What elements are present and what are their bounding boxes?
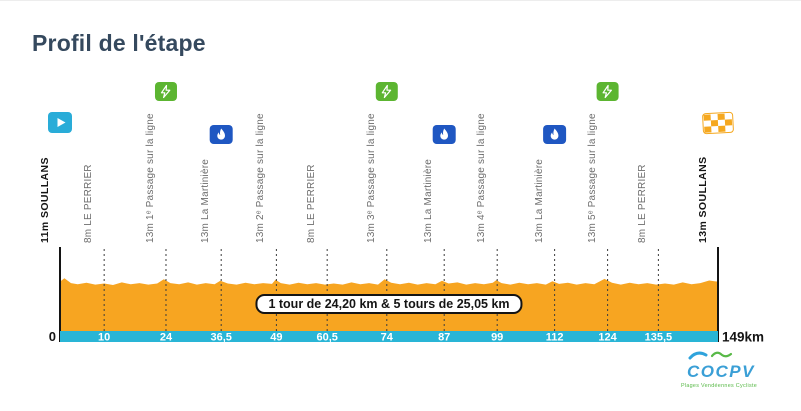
waypoint-label: 13m La Martinière: [533, 159, 545, 243]
waypoint-label: 13m 1ᵉ Passage sur la ligne: [144, 113, 156, 243]
start-flag-icon: [48, 112, 72, 133]
bonus-flame-icon: [543, 125, 567, 144]
lap-note-badge: 1 tour de 24,20 km & 5 tours de 25,05 km: [255, 294, 523, 314]
waypoint-label: 13m SOULLANS: [697, 156, 709, 243]
logo-wave-icon: [688, 351, 708, 360]
km-start-label: 0: [49, 329, 56, 344]
km-tick-label: 10: [98, 332, 110, 344]
km-tick-label: 135,5: [645, 332, 673, 344]
finish-checkered-flag-icon: [702, 111, 734, 135]
waypoint-label: 13m 5ᵉ Passage sur la ligne: [586, 113, 598, 243]
km-tick-label: 87: [438, 332, 450, 344]
km-tick-label: 36,5: [210, 332, 231, 344]
logo-cyclist-icon: [710, 351, 733, 358]
waypoint-label: 8m LE PERRIER: [637, 164, 649, 243]
waypoint-label: 13m 4ᵉ Passage sur la ligne: [476, 113, 488, 243]
km-tick-label: 24: [160, 332, 173, 344]
page-title: Profil de l'étape: [32, 30, 206, 57]
km-tick-label: 49: [270, 332, 282, 344]
waypoint-label: 8m LE PERRIER: [306, 164, 318, 243]
waypoint-label: 8m LE PERRIER: [83, 164, 95, 243]
km-tick-label: 60,5: [316, 332, 337, 344]
total-distance-label: 149km: [722, 330, 764, 345]
km-tick-label: 112: [546, 332, 564, 344]
bonus-flame-icon: [209, 125, 233, 144]
waypoint-label: 11m SOULLANS: [39, 157, 51, 243]
logo-subtitle: Plages Vendéennes Cycliste: [681, 383, 757, 389]
waypoint-label: 13m La Martinière: [423, 159, 435, 243]
sprint-bolt-icon: [154, 82, 177, 101]
cocpv-logo: COCPV Plages Vendéennes Cycliste: [681, 351, 757, 389]
waypoint-label: 13m La Martinière: [200, 159, 212, 243]
logo-text: COCPV: [687, 362, 755, 381]
waypoint-label: 13m 2ᵉ Passage sur la ligne: [255, 113, 267, 243]
bonus-flame-icon: [432, 125, 456, 144]
sprint-bolt-icon: [375, 82, 398, 101]
km-tick-label: 99: [491, 332, 503, 344]
distance-axis-bar: [60, 331, 718, 342]
sprint-bolt-icon: [596, 82, 619, 101]
waypoint-label: 13m 3ᵉ Passage sur la ligne: [365, 113, 377, 243]
km-tick-label: 124: [598, 332, 617, 344]
km-tick-label: 74: [381, 332, 394, 344]
